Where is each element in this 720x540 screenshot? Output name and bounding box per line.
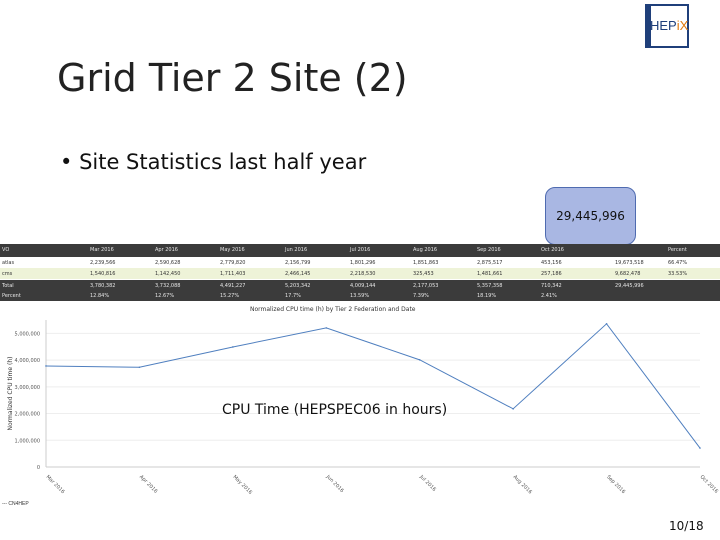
atlas-cell: 66.47% (668, 260, 688, 266)
footer-source: --- CN4HEP (2, 501, 29, 507)
table-row-total: Total 3,780,382 3,732,088 4,491,227 5,203,34… (0, 280, 720, 290)
header-cell: Mar 2016 (90, 247, 114, 253)
atlas-cell: 2,779,820 (220, 260, 246, 266)
x-tick-label: Apr 2016 (138, 474, 158, 494)
data-point (605, 323, 608, 325)
cms-cell: 257,186 (541, 271, 562, 277)
table-row-cms: cms 1,540,816 1,142,450 1,711,403 2,466,145 2… (0, 268, 720, 279)
logo-bar (647, 6, 651, 46)
series-line (45, 323, 701, 449)
header-cell: Percent (668, 247, 687, 253)
total-cell: 29,445,996 (615, 283, 644, 289)
percent-cell: 12.67% (155, 293, 175, 299)
header-cell: VO (2, 247, 10, 253)
table-row-atlas: atlas 2,239,566 2,590,628 2,779,820 2,156,79… (0, 257, 720, 268)
y-tick-label: 0 (37, 465, 40, 471)
hepix-logo: HEPiX (645, 4, 689, 48)
cpu-time-chart: 0 1,000,000 2,000,000 3,000,000 4,000,000 5,0… (7, 320, 719, 496)
total-cell: 3,780,382 (90, 283, 116, 289)
cms-cell: 1,540,816 (90, 271, 116, 277)
percent-cell: 15.27% (220, 293, 240, 299)
data-point (325, 327, 328, 329)
atlas-cell: 2,239,566 (90, 260, 116, 266)
y-tick-label: 5,000,000 (15, 331, 40, 337)
table-row-percent: Percent 12.84% 12.67% 15.27% 17.7% 13.59% 7.39… (0, 290, 720, 301)
slide-title: Grid Tier 2 Site (2) (57, 56, 408, 100)
percent-cell: 12.84% (90, 293, 110, 299)
atlas-cell: 19,673,518 (615, 260, 644, 266)
cms-cell: 1,142,450 (155, 271, 181, 277)
total-cell: 3,732,088 (155, 283, 181, 289)
x-tick-label: Oct 2016 (699, 474, 719, 494)
total-cell: 4,009,144 (350, 283, 376, 289)
cms-cell: 9,682,478 (615, 271, 641, 277)
atlas-cell: 453,156 (541, 260, 562, 266)
atlas-cell: 2,590,628 (155, 260, 181, 266)
cms-cell: 2,218,530 (350, 271, 376, 277)
atlas-cell: 1,801,296 (350, 260, 376, 266)
header-cell: Sep 2016 (477, 247, 501, 253)
logo-text: HEPiX (650, 18, 688, 33)
data-point (138, 366, 141, 369)
header-cell: May 2016 (220, 247, 245, 253)
header-cell: Jul 2016 (350, 247, 371, 253)
x-tick-label: May 2016 (231, 474, 253, 496)
page-number: 10/18 (669, 519, 704, 533)
chart-title: Normalized CPU time (h) by Tier 2 Federa… (250, 306, 416, 313)
percent-cell: 18.19% (477, 293, 497, 299)
x-tick-label: Jun 2016 (324, 473, 345, 494)
atlas-cell: atlas (2, 260, 15, 266)
y-tick-label: 2,000,000 (15, 412, 40, 418)
cpu-time-annotation: CPU Time (HEPSPEC06 in hours) (222, 402, 448, 418)
total-cell: 4,491,227 (220, 283, 246, 289)
total-cell: 5,357,358 (477, 283, 503, 289)
statistics-table: VO Mar 2016 Apr 2016 May 2016 Jun 2016 Jul 20… (0, 244, 720, 304)
atlas-cell: 2,875,517 (477, 260, 503, 266)
y-tick-label: 1,000,000 (15, 438, 40, 444)
y-tick-label: 3,000,000 (15, 385, 40, 391)
data-point (418, 359, 421, 361)
percent-cell: Percent (2, 293, 21, 299)
bullet-point: • Site Statistics last half year (60, 150, 367, 174)
data-point (699, 447, 701, 449)
total-cell: 5,203,342 (285, 283, 311, 289)
data-point (232, 346, 234, 348)
header-cell: Oct 2016 (541, 247, 564, 253)
x-tick-label: Jul 2016 (418, 473, 437, 492)
x-tick-label: Aug 2016 (512, 474, 533, 495)
percent-cell: 2.41% (541, 293, 557, 299)
table-header: VO Mar 2016 Apr 2016 May 2016 Jun 2016 Jul 20… (0, 244, 720, 257)
header-cell: Apr 2016 (155, 247, 178, 253)
atlas-cell: 2,156,799 (285, 260, 311, 266)
logo-text-x: iX (676, 18, 689, 33)
logo-text-main: HEP (650, 18, 677, 33)
data-point (45, 365, 47, 367)
data-point (512, 408, 514, 410)
total-cell: 2,177,053 (413, 283, 439, 289)
y-axis-label: Normalized CPU time (h) (7, 357, 14, 431)
total-cell: 710,342 (541, 283, 562, 289)
cms-cell: 1,481,661 (477, 271, 503, 277)
percent-cell: 7.39% (413, 293, 429, 299)
header-cell: Aug 2016 (413, 247, 438, 253)
cms-cell: 33.53% (668, 271, 688, 277)
cms-cell: 1,711,403 (220, 271, 246, 277)
cms-cell: cms (2, 271, 13, 277)
x-tick-label: Mar 2016 (45, 474, 66, 495)
header-cell: Jun 2016 (285, 247, 308, 253)
total-cell: Total (2, 283, 14, 289)
percent-cell: 17.7% (285, 293, 301, 299)
x-tick-label: Sep 2016 (605, 474, 626, 495)
total-callout: 29,445,996 (545, 187, 636, 245)
atlas-cell: 1,851,863 (413, 260, 439, 266)
y-tick-label: 4,000,000 (15, 358, 40, 364)
cms-cell: 325,453 (413, 271, 434, 277)
bullet-text: Site Statistics last half year (79, 150, 367, 174)
cms-cell: 2,466,145 (285, 271, 311, 277)
percent-cell: 13.59% (350, 293, 370, 299)
